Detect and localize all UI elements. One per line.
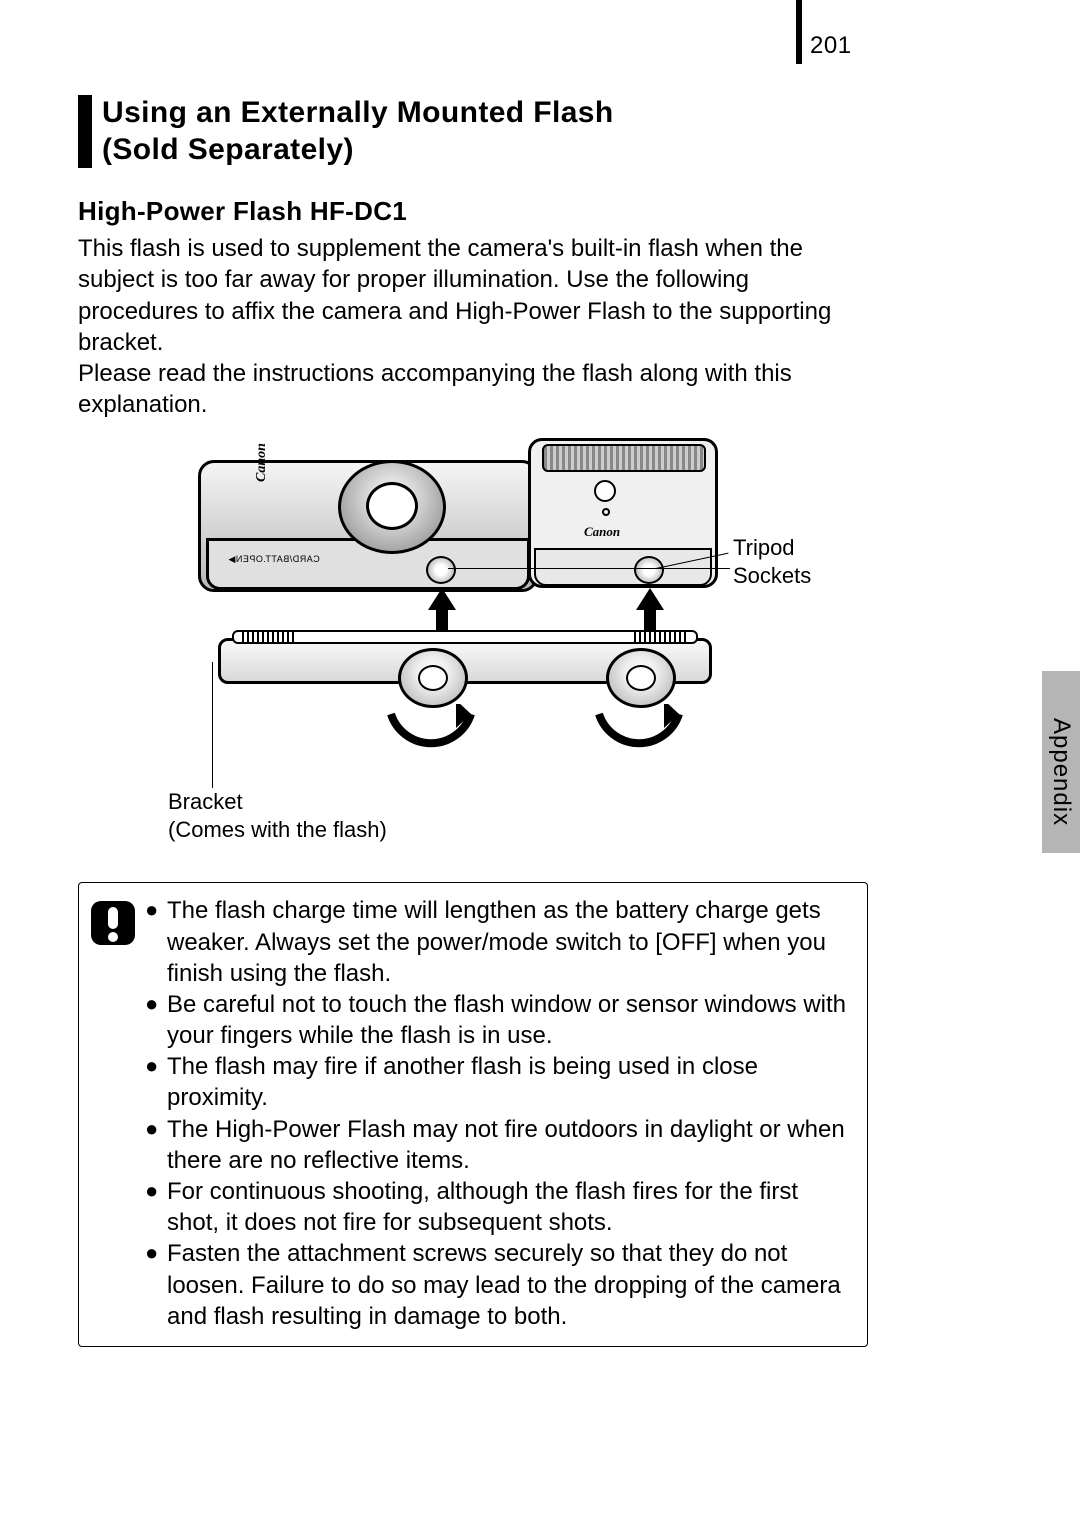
label-bracket: Bracket (Comes with the flash) [168, 788, 387, 843]
bullet-icon: ● [145, 1238, 167, 1332]
camera-brand: Canon [254, 443, 270, 482]
bullet-icon: ● [145, 1114, 167, 1176]
bracket-knob-1 [398, 648, 468, 708]
warning-box: ●The flash charge time will lengthen as … [78, 882, 868, 1347]
bullet-icon: ● [145, 895, 167, 989]
warning-item: ●For continuous shooting, although the f… [145, 1176, 853, 1238]
arrow-up-2 [636, 588, 664, 636]
bullet-icon: ● [145, 989, 167, 1051]
bullet-icon: ● [145, 1051, 167, 1113]
page-number: 201 [810, 32, 852, 60]
warning-item: ●Fasten the attachment screws securely s… [145, 1238, 853, 1332]
warning-text: Be careful not to touch the flash window… [167, 989, 853, 1051]
subheading: High-Power Flash HF-DC1 [78, 196, 868, 227]
section-title-bar [78, 95, 92, 168]
camera-lens-inner [366, 482, 418, 530]
warning-text: Fasten the attachment screws securely so… [167, 1238, 853, 1332]
warning-list: ●The flash charge time will lengthen as … [145, 895, 853, 1332]
flash-front [534, 548, 712, 586]
warning-item: ●The High-Power Flash may not fire outdo… [145, 1114, 853, 1176]
warning-text: The flash charge time will lengthen as t… [167, 895, 853, 989]
side-tab-label: Appendix [1042, 718, 1080, 858]
rotate-arrow-1 [376, 704, 486, 784]
flash-brand: Canon [584, 524, 620, 540]
section-title-line1: Using an Externally Mounted Flash [102, 96, 614, 129]
label-tripod-sockets: Tripod Sockets [733, 534, 811, 589]
rotate-arrow-2 [584, 704, 694, 784]
intro-paragraph-2: Please read the instructions accompanyin… [78, 358, 868, 420]
warning-item: ●The flash may fire if another flash is … [145, 1051, 853, 1113]
diagram-illustration: CARD/BATT.OPEN▶ Canon Canon [198, 438, 728, 798]
bracket-grip-1 [242, 632, 296, 642]
warning-text: For continuous shooting, although the fl… [167, 1176, 853, 1238]
flash-window [542, 444, 706, 472]
bracket-knob-2 [606, 648, 676, 708]
warning-text: The flash may fire if another flash is b… [167, 1051, 853, 1113]
leader-line-bracket [212, 662, 213, 788]
diagram: CARD/BATT.OPEN▶ Canon Canon [78, 438, 868, 858]
caution-icon [89, 899, 137, 947]
warning-item: ●The flash charge time will lengthen as … [145, 895, 853, 989]
page-number-rule [796, 0, 802, 64]
bracket-grip-2 [634, 632, 688, 642]
section-title: Using an Externally Mounted Flash (Sold … [78, 95, 868, 168]
intro-paragraph-1: This flash is used to supplement the cam… [78, 233, 868, 358]
arrow-up-1 [428, 588, 456, 636]
leader-line-tripod [448, 568, 730, 569]
bullet-icon: ● [145, 1176, 167, 1238]
camera-front-text: CARD/BATT.OPEN▶ [228, 554, 320, 565]
page-content: Using an Externally Mounted Flash (Sold … [78, 95, 868, 1347]
warning-item: ●Be careful not to touch the flash windo… [145, 989, 853, 1051]
bracket-top [232, 630, 698, 644]
section-title-line2: (Sold Separately) [102, 133, 354, 166]
warning-text: The High-Power Flash may not fire outdoo… [167, 1114, 853, 1176]
